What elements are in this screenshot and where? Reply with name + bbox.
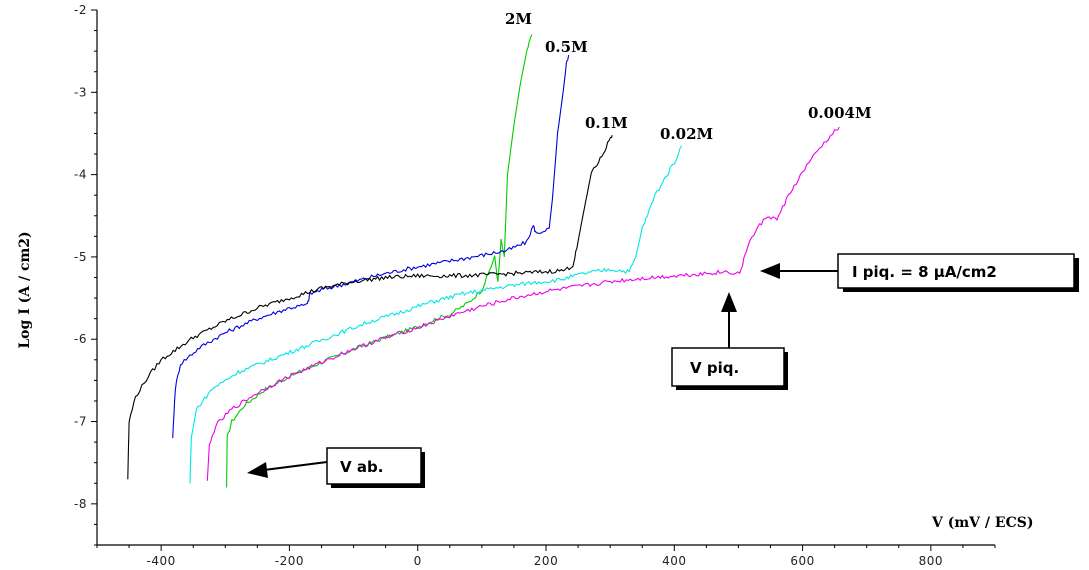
x-tick-label: 0 bbox=[414, 554, 422, 568]
x-tick-label: -400 bbox=[147, 554, 176, 568]
y-tick-label: -2 bbox=[74, 3, 87, 17]
series-line-0.02M bbox=[189, 145, 683, 484]
y-tick-label: -3 bbox=[74, 85, 87, 99]
series-layer bbox=[127, 34, 840, 488]
series-line-2M bbox=[226, 34, 533, 488]
arrow-left-icon bbox=[247, 462, 268, 478]
annotation-i-piq-text: I piq. = 8 µA/cm2 bbox=[852, 263, 997, 281]
arrow-left-icon bbox=[760, 263, 780, 279]
x-ticks: -400 -200 0 200 400 600 800 bbox=[96, 545, 996, 568]
y-ticks: -2 -3 -4 -5 -6 -7 -8 bbox=[74, 3, 97, 546]
series-label-0.02M: 0.02M bbox=[660, 125, 713, 143]
annotation-v-piq-text: V piq. bbox=[690, 359, 739, 377]
series-label-0.5M: 0.5M bbox=[545, 38, 588, 56]
y-tick-label: -5 bbox=[74, 250, 87, 264]
series-line-0.004M bbox=[206, 126, 840, 481]
annotation-v-piq: V piq. bbox=[671, 292, 788, 390]
y-tick-label: -6 bbox=[74, 332, 87, 346]
arrow-up-icon bbox=[721, 292, 737, 312]
arrow-v-ab-shaft bbox=[263, 461, 328, 471]
y-tick-label: -7 bbox=[74, 415, 87, 429]
x-tick-label: 400 bbox=[662, 554, 686, 568]
series-label-0.1M: 0.1M bbox=[585, 114, 628, 132]
y-tick-label: -4 bbox=[74, 168, 87, 182]
y-axis-title: Log I (A / cm2) bbox=[17, 231, 33, 348]
x-tick-label: -200 bbox=[275, 554, 304, 568]
series-label-2M: 2M bbox=[505, 10, 532, 28]
series-label-0.004M: 0.004M bbox=[808, 104, 872, 122]
x-tick-label: 200 bbox=[534, 554, 558, 568]
annotation-v-ab-text: V ab. bbox=[340, 458, 383, 476]
annotation-v-ab: V ab. bbox=[247, 447, 425, 488]
x-tick-label: 800 bbox=[919, 554, 943, 568]
series-line-0.5M bbox=[172, 54, 570, 439]
x-axis-title: V (mV / ECS) bbox=[931, 515, 1033, 531]
axes: -400 -200 0 200 400 600 800 -2 -3 -4 -5 -6 -7 -8 bbox=[74, 3, 996, 568]
x-tick-label: 600 bbox=[790, 554, 814, 568]
series-line-0.1M bbox=[127, 134, 613, 480]
y-tick-label: -8 bbox=[74, 497, 87, 511]
annotation-i-piq: I piq. = 8 µA/cm2 bbox=[760, 253, 1079, 292]
